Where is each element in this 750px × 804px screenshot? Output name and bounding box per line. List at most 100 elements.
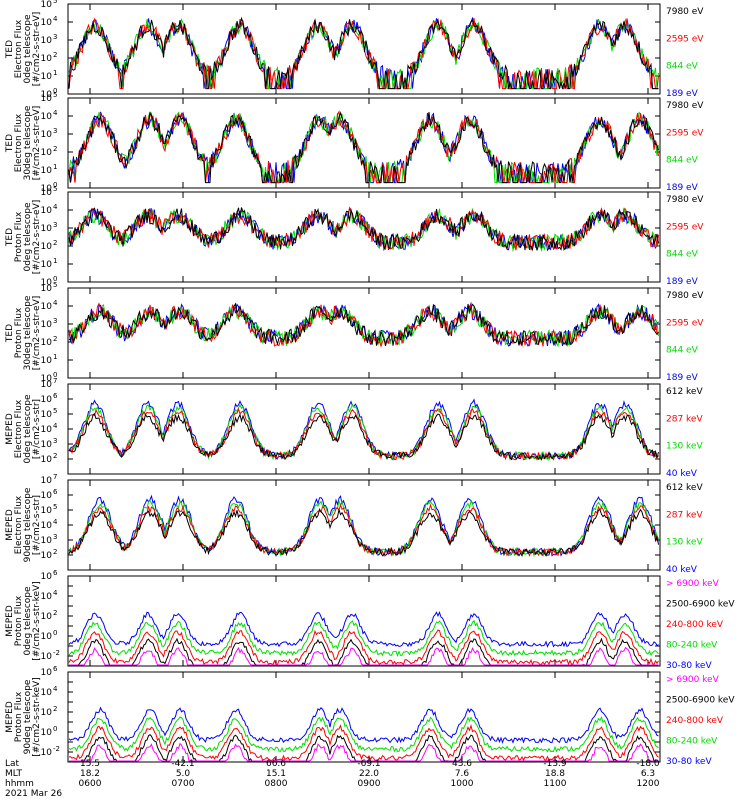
y-tick-label: 10 — [41, 284, 53, 294]
y-tick-label: 10 — [41, 302, 53, 312]
y-tick-label-exponent: 1 — [53, 163, 57, 171]
x-tick-label-mlt: 18.8 — [545, 769, 565, 779]
y-axis-label-line: Electron Flux — [14, 399, 24, 458]
y-tick-label: 10 — [41, 148, 53, 158]
y-axis-label-line: Electron Flux — [14, 113, 24, 172]
legend-240-800-kev: 240-800 keV — [666, 620, 724, 630]
legend-844-ev: 844 eV — [666, 346, 699, 356]
series-line — [68, 16, 659, 90]
y-tick-label-exponent: 2 — [53, 452, 57, 460]
y-axis-label-line: [#/cm2-s-str-keV] — [32, 581, 42, 660]
y-tick-label-exponent: 5 — [53, 185, 57, 193]
y-axis-label-line: [#/cm2-s-str-keV] — [32, 677, 42, 756]
y-tick-label-exponent: 0 — [53, 629, 57, 637]
legend--6900-kev: > 6900 keV — [666, 579, 720, 589]
y-tick-label: 10 — [41, 224, 53, 234]
y-tick-label: 10 — [41, 668, 53, 678]
y-axis-label-line: 0deg telescope — [23, 14, 33, 84]
y-axis-label-line: 0deg telescope — [23, 586, 33, 656]
y-tick-label-exponent: 0 — [53, 87, 57, 95]
y-axis-label-line: TED — [5, 40, 15, 59]
y-tick-label: 10 — [41, 592, 53, 602]
traces — [68, 16, 659, 90]
y-tick-label-exponent: 3 — [53, 33, 57, 41]
y-tick-label: 10 — [41, 455, 53, 465]
series-line — [69, 742, 659, 762]
x-tick-label-lat: 15.5 — [80, 759, 100, 769]
y-axis-label-line: TED — [5, 134, 15, 153]
legend-844-ev: 844 eV — [666, 62, 699, 72]
y-tick-label: 10 — [41, 320, 53, 330]
y-axis-label-line: 0deg telescope — [23, 394, 33, 464]
y-tick-label: 10 — [41, 54, 53, 64]
y-tick-label-exponent: 2 — [53, 548, 57, 556]
y-tick-label-exponent: 6 — [53, 488, 58, 496]
legend-287-kev: 287 keV — [666, 414, 703, 424]
legend-189-ev: 189 eV — [666, 89, 699, 99]
y-tick-label: 10 — [41, 278, 53, 288]
y-tick-label-exponent: 3 — [53, 221, 57, 229]
y-tick-label-exponent: 5 — [53, 503, 57, 511]
y-tick-label: 10 — [41, 506, 53, 516]
legend-7980-ev: 7980 eV — [666, 101, 704, 111]
legend-30-80-kev: 30-80 keV — [666, 661, 712, 671]
x-tick-label-mlt: 22.0 — [359, 769, 379, 779]
y-tick-label: 10 — [41, 491, 53, 501]
x-tick-label-hhmm: 1200 — [637, 779, 660, 789]
legend-2500-6900-kev: 2500-6900 keV — [666, 600, 735, 610]
legend-189-ev: 189 eV — [666, 277, 699, 287]
x-tick-label-hhmm: 0600 — [79, 779, 102, 789]
y-tick-label-exponent: 2 — [53, 239, 57, 247]
y-axis-label-line: [#/cm2-s-str-eV] — [32, 200, 42, 275]
x-tick-label-mlt: 6.3 — [641, 769, 655, 779]
y-tick-label-exponent: 4 — [53, 518, 58, 526]
x-tick-label-lat: 66.6 — [266, 759, 286, 769]
x-tick-label-mlt: 5.0 — [176, 769, 191, 779]
series-line — [68, 111, 659, 184]
y-axis-label-line: TED — [5, 228, 15, 247]
y-tick-label: 10 — [41, 206, 53, 216]
y-tick-label-exponent: 1 — [53, 353, 57, 361]
panel-frame — [67, 479, 661, 571]
series-line — [68, 110, 659, 184]
legend-844-ev: 844 eV — [666, 156, 699, 166]
series-line — [68, 207, 659, 252]
legend-2595-ev: 2595 eV — [666, 222, 704, 232]
y-tick-label: 10 — [41, 166, 53, 176]
x-tick-label-hhmm: 0700 — [172, 779, 195, 789]
y-axis-label-line: 0deg telescope — [23, 202, 33, 272]
y-tick-label: 10 — [41, 242, 53, 252]
y-tick-label: 10 — [41, 36, 53, 46]
y-tick-label-exponent: 7 — [53, 377, 57, 385]
x-tick-label-lat: -69.1 — [357, 759, 380, 769]
y-tick-label: 10 — [41, 440, 53, 450]
y-axis-label-line: Electron Flux — [14, 495, 24, 554]
series-line — [68, 610, 659, 648]
series-line — [68, 723, 659, 762]
legend-130-kev: 130 keV — [666, 538, 703, 548]
y-tick-label-exponent: 4 — [53, 685, 58, 693]
y-tick-label-exponent: 0 — [53, 371, 57, 379]
panel-frame — [67, 383, 661, 475]
y-tick-label: 10 — [41, 184, 53, 194]
series-line — [68, 507, 659, 558]
y-tick-label-exponent: 3 — [53, 437, 57, 445]
legend-189-ev: 189 eV — [666, 183, 699, 193]
series-line — [68, 706, 659, 744]
y-tick-label: 10 — [41, 476, 53, 486]
y-tick-label-exponent: 4 — [53, 589, 58, 597]
y-axis-label-line: [#/cm2-s-str-eV] — [32, 106, 42, 181]
y-tick-label: 10 — [41, 260, 53, 270]
y-tick-label-exponent: 6 — [53, 665, 58, 673]
x-tick-label-hhmm: 0800 — [265, 779, 288, 789]
traces — [68, 110, 659, 184]
legend-240-800-kev: 240-800 keV — [666, 716, 724, 726]
y-tick-label-exponent: 4 — [53, 15, 58, 23]
x-tick-label-lat: -18.0 — [636, 759, 660, 769]
